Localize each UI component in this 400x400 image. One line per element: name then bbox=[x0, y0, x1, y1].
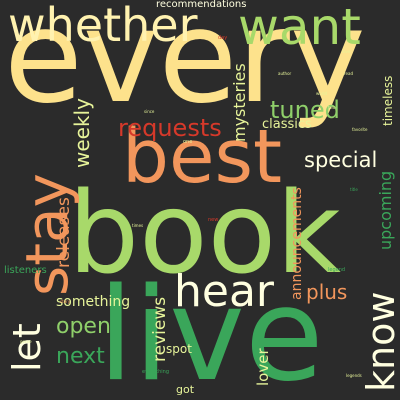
word-read: read bbox=[344, 71, 354, 76]
word-favorite: favorite bbox=[352, 127, 368, 132]
word-upcoming: upcoming bbox=[376, 170, 395, 250]
word-every: every bbox=[4, 0, 366, 132]
word-announcements: announcements bbox=[289, 187, 305, 300]
word-know: know bbox=[359, 291, 400, 392]
word-title: title bbox=[350, 187, 358, 192]
word-author: author bbox=[278, 71, 292, 76]
word-timeless: timeless bbox=[381, 75, 395, 126]
word-whether: whether bbox=[8, 0, 198, 52]
word-requests: requests bbox=[118, 114, 222, 142]
word-genre: genre bbox=[20, 339, 32, 344]
word-lover: lover bbox=[254, 348, 272, 386]
word-world: world bbox=[316, 91, 328, 96]
word-spot: spot bbox=[166, 342, 192, 356]
word-hear: hear bbox=[174, 266, 275, 317]
word-legend: legend bbox=[328, 267, 346, 273]
word-open: open bbox=[56, 314, 111, 339]
word-love: love bbox=[342, 49, 351, 54]
word-day: day bbox=[218, 35, 228, 41]
word-two: two bbox=[328, 105, 336, 110]
word-book: book bbox=[68, 169, 341, 299]
word-let: let bbox=[5, 323, 49, 372]
word-weekly: weekly bbox=[70, 98, 94, 168]
word-something: something bbox=[56, 294, 131, 310]
word-want: want bbox=[238, 0, 361, 56]
word-since: since bbox=[144, 109, 155, 114]
word-live: live bbox=[98, 261, 324, 400]
word-new: new bbox=[208, 217, 219, 223]
word-legends: legends bbox=[346, 373, 362, 378]
word-times: times bbox=[132, 223, 144, 228]
word-tuned: tuned bbox=[270, 96, 340, 124]
word-one: one bbox=[183, 139, 193, 145]
word-best: best bbox=[122, 114, 283, 200]
word-plus: plus bbox=[306, 280, 348, 304]
word-releases: releases bbox=[54, 197, 74, 268]
word-everything: everything bbox=[142, 369, 169, 375]
word-classics: classics bbox=[262, 117, 312, 132]
word-next: next bbox=[56, 344, 105, 369]
word-story: story bbox=[60, 299, 71, 304]
word-got: got bbox=[176, 383, 195, 396]
word-special: special bbox=[304, 148, 378, 172]
word-mysteries: mysteries bbox=[230, 63, 249, 142]
word-recommendations: recommendations bbox=[156, 0, 247, 10]
word-listeners: listeners bbox=[4, 265, 47, 276]
